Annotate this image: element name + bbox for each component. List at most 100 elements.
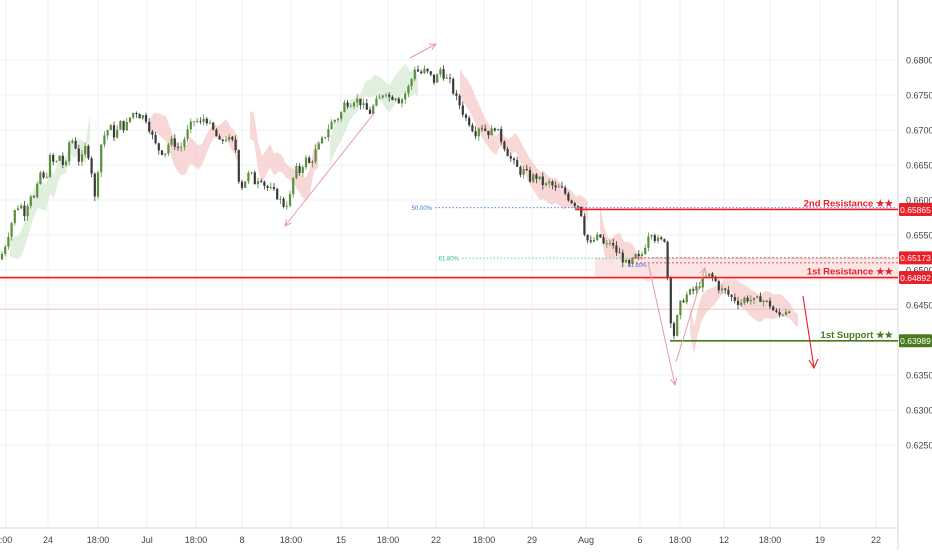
candle-body — [685, 294, 688, 303]
candle-body — [199, 121, 202, 123]
candle-body — [551, 181, 554, 186]
candle-body — [320, 137, 324, 144]
candle-body — [52, 155, 55, 162]
candle-body — [333, 119, 336, 122]
candle-body — [474, 131, 477, 137]
candle-body — [410, 79, 413, 87]
candle-body — [285, 205, 288, 207]
fib-small-label: 61.80% — [628, 263, 647, 269]
candle-body — [189, 121, 192, 130]
candle-body — [455, 93, 458, 96]
candle-body — [532, 174, 535, 182]
candle-body — [324, 137, 327, 138]
candle-body — [234, 139, 237, 151]
candle-body — [516, 160, 519, 167]
fib-label: 50.00% — [412, 206, 433, 212]
x-tick-label: 18:00 — [669, 535, 692, 545]
candle-body — [784, 311, 788, 315]
candle-body — [448, 77, 452, 79]
candle-body — [426, 68, 429, 72]
candle-body — [484, 128, 487, 131]
x-tick-label: 22 — [431, 535, 441, 545]
candle-body — [180, 146, 183, 148]
y-tick-label: 0.62500 — [906, 441, 932, 451]
candle-body — [109, 125, 112, 131]
candle-body — [656, 237, 660, 242]
candle-body — [26, 206, 29, 217]
x-tick-label: 18:00 — [759, 535, 782, 545]
candle-body — [381, 95, 384, 98]
candle-body — [122, 120, 125, 131]
candle-body — [586, 234, 589, 241]
candle-body — [509, 156, 512, 159]
x-tick-label: Aug — [578, 535, 594, 545]
candle-body — [429, 71, 432, 75]
candle-body — [84, 146, 87, 155]
candle-body — [672, 323, 676, 336]
candle-body — [173, 138, 176, 147]
trend-arrow-down — [284, 111, 376, 227]
candle-body — [663, 239, 666, 242]
candle-body — [592, 239, 596, 242]
price-tag — [899, 334, 932, 348]
candle-body — [359, 98, 362, 106]
trend-arrow-up-head — [428, 43, 438, 50]
candle-body — [128, 117, 132, 123]
price-tag-label: 0.65865 — [900, 205, 931, 215]
candle-body — [781, 314, 784, 316]
candle-body — [580, 206, 583, 217]
candle-body — [621, 252, 624, 263]
candle-body — [468, 117, 471, 126]
candle-body — [244, 181, 247, 188]
candle-body — [36, 183, 39, 198]
candle-body — [522, 169, 525, 175]
candle-body — [688, 289, 692, 295]
x-tick-label: :00 — [0, 535, 12, 545]
candle-body — [528, 170, 532, 182]
candle-body — [103, 135, 106, 145]
candle-body — [458, 95, 461, 106]
candle-body — [714, 276, 717, 282]
candle-body — [48, 155, 52, 177]
candle-body — [330, 121, 333, 130]
trend-arrow-bounce-up-head — [699, 266, 707, 275]
candle-body — [631, 258, 634, 264]
support-label: 1st Support ★★ — [821, 330, 894, 341]
candle-body — [304, 157, 308, 168]
candle-body — [167, 144, 170, 154]
candle-body — [106, 130, 109, 136]
trend-arrow-bounce-up — [675, 267, 706, 363]
candle-body — [717, 281, 720, 291]
candle-body — [151, 131, 154, 135]
candle-body — [7, 236, 10, 247]
candle-body — [55, 160, 58, 162]
candle-body — [308, 157, 311, 164]
candle-body — [602, 237, 605, 244]
candle-body — [208, 122, 212, 124]
candle-body — [740, 302, 743, 306]
candle-body — [500, 128, 503, 142]
candle-body — [736, 300, 740, 306]
candle-body — [269, 187, 272, 188]
candle-body — [154, 134, 157, 144]
candle-body — [749, 299, 752, 302]
candle-body — [186, 129, 189, 140]
candle-body — [653, 235, 656, 242]
candle-body — [71, 140, 74, 143]
candle-body — [471, 125, 474, 132]
candle-body — [231, 136, 234, 140]
candle-body — [733, 296, 736, 301]
candle-body — [404, 93, 407, 100]
candle-body — [634, 254, 637, 259]
candle-body — [692, 289, 695, 291]
candle-body — [730, 294, 733, 297]
x-tick-label: Jul — [141, 535, 153, 545]
candle-body — [464, 114, 468, 118]
price-tag — [899, 271, 932, 285]
candle-body — [148, 121, 151, 132]
candle-body — [93, 173, 96, 197]
fib-label: 61.80% — [439, 257, 460, 263]
